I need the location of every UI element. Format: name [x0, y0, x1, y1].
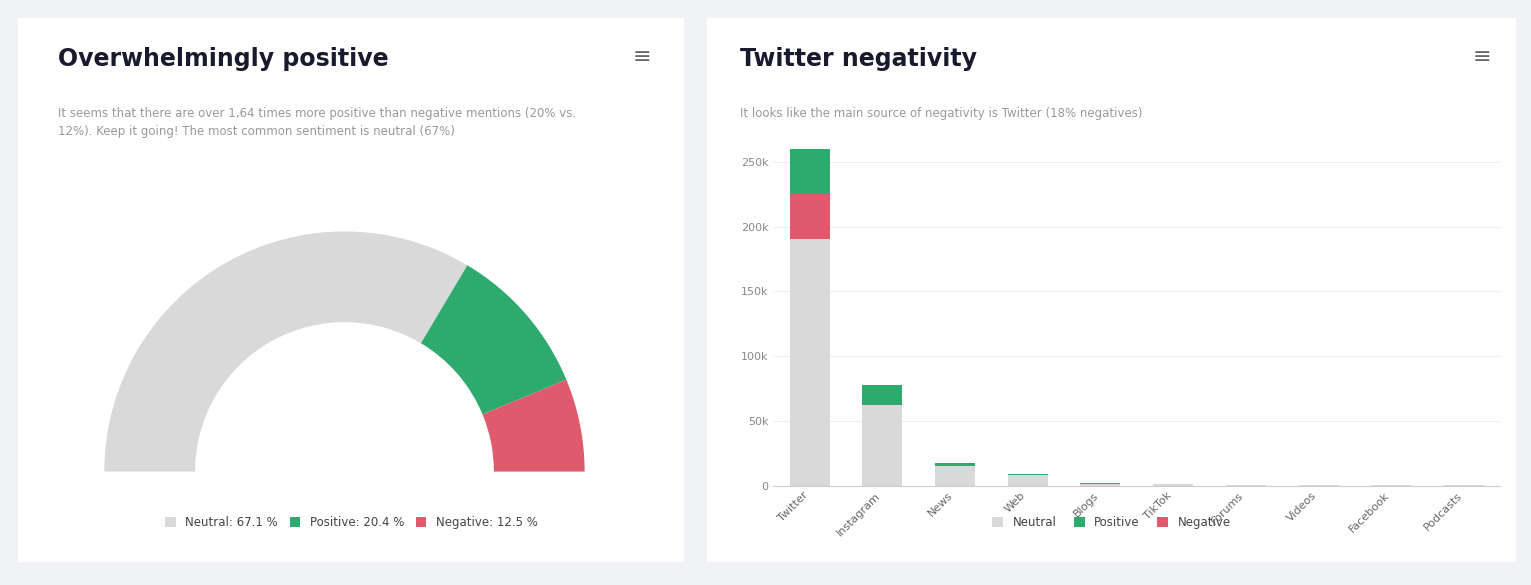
- Bar: [790, 194, 830, 239]
- Wedge shape: [482, 380, 585, 472]
- Text: Overwhelmingly positive: Overwhelmingly positive: [58, 47, 389, 71]
- Bar: [790, 149, 830, 194]
- Bar: [1153, 484, 1193, 486]
- Bar: [935, 466, 975, 486]
- Bar: [1081, 484, 1121, 486]
- Bar: [862, 405, 902, 486]
- Bar: [862, 385, 902, 405]
- Wedge shape: [104, 232, 467, 472]
- Text: It seems that there are over 1,64 times more positive than negative mentions (20: It seems that there are over 1,64 times …: [58, 107, 577, 138]
- Bar: [790, 239, 830, 486]
- Text: ≡: ≡: [1473, 47, 1491, 67]
- Text: ≡: ≡: [632, 47, 651, 67]
- Text: It looks like the main source of negativity is Twitter (18% negatives): It looks like the main source of negativ…: [739, 107, 1142, 121]
- Bar: [935, 463, 975, 466]
- Wedge shape: [421, 265, 566, 414]
- Legend: Neutral: 67.1 %, Positive: 20.4 %, Negative: 12.5 %: Neutral: 67.1 %, Positive: 20.4 %, Negat…: [161, 511, 542, 534]
- Legend: Neutral, Positive, Negative: Neutral, Positive, Negative: [987, 511, 1236, 534]
- Text: Twitter negativity: Twitter negativity: [739, 47, 977, 71]
- Bar: [1007, 474, 1047, 475]
- Bar: [1007, 475, 1047, 486]
